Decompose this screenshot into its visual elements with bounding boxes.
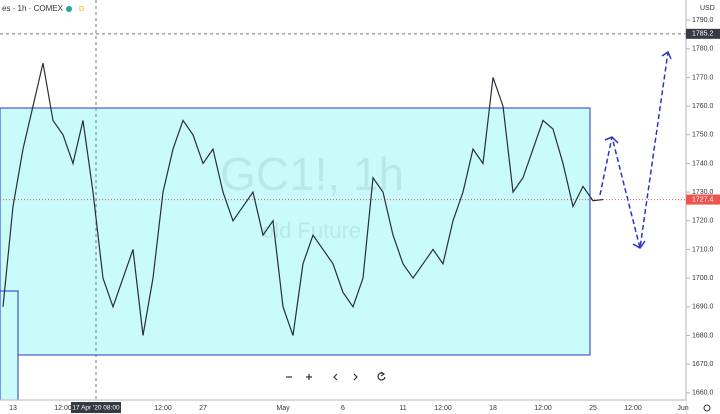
currency: USD [700,5,715,12]
range-box-small [0,290,19,406]
projection-arrowheads [604,50,672,249]
watermark: GC1!, 1h [220,148,404,200]
y-tick-label: 1690.0 [692,304,714,311]
y-tick-label: 1780.0 [692,46,714,53]
x-tick-label: 13 [9,405,17,412]
last-price: 1727.4 [692,196,714,203]
x-tick-label: May [276,405,290,412]
x-tick-label: 27 [199,405,207,412]
status-dot [66,6,72,12]
projection-path [599,51,669,249]
settings[interactable] [703,404,711,412]
last-price-box [686,194,720,205]
x-tick-label: 12:00 [154,405,172,412]
y-tick-label: 1710.0 [692,246,714,253]
y-tick-label: 1760.0 [692,103,714,110]
badge: D [79,6,84,13]
crosshair-price: 1785.2 [692,31,714,38]
y-tick-label: 1730.0 [692,189,714,196]
crosshair-time: 17 Apr '20 08:00 [72,405,120,412]
y-tick-label: 1700.0 [692,275,714,282]
x-tick-label: Jun [677,405,688,412]
x-tick-label: 12:00 [534,405,552,412]
scroll-right[interactable] [353,373,358,381]
x-tick-label: 12:00 [54,405,72,412]
x-tick-label: 11 [399,405,406,412]
x-tick-label: 18 [489,405,497,412]
reset[interactable] [377,371,386,381]
y-tick-label: 1670.0 [692,361,714,368]
x-tick-label: 25 [589,405,597,412]
price-line [2,62,604,336]
time-axis [0,400,686,414]
symbol-title: es · 1h · COMEX [2,4,64,13]
crosshair-price-box [686,28,720,39]
y-tick-label: 1770.0 [692,74,714,81]
y-tick-label: 1720.0 [692,218,714,225]
y-tick-label: 1660.0 [692,390,714,397]
plot [0,0,686,400]
y-tick-label: 1740.0 [692,160,714,167]
price-axis [686,0,720,414]
zoom-in[interactable] [306,374,312,380]
y-tick-label: 1680.0 [692,332,714,339]
x-tick-label: 6 [341,405,345,412]
x-tick-label: 12:00 [624,405,642,412]
x-tick-label: 12:00 [434,405,452,412]
range-box [0,107,591,356]
scroll-left[interactable] [333,373,338,381]
y-tick-label: 1790.0 [692,17,714,24]
y-tick-label: 1750.0 [692,132,714,139]
nav-controls[interactable] [286,371,386,381]
crosshair-time-box [71,402,121,413]
